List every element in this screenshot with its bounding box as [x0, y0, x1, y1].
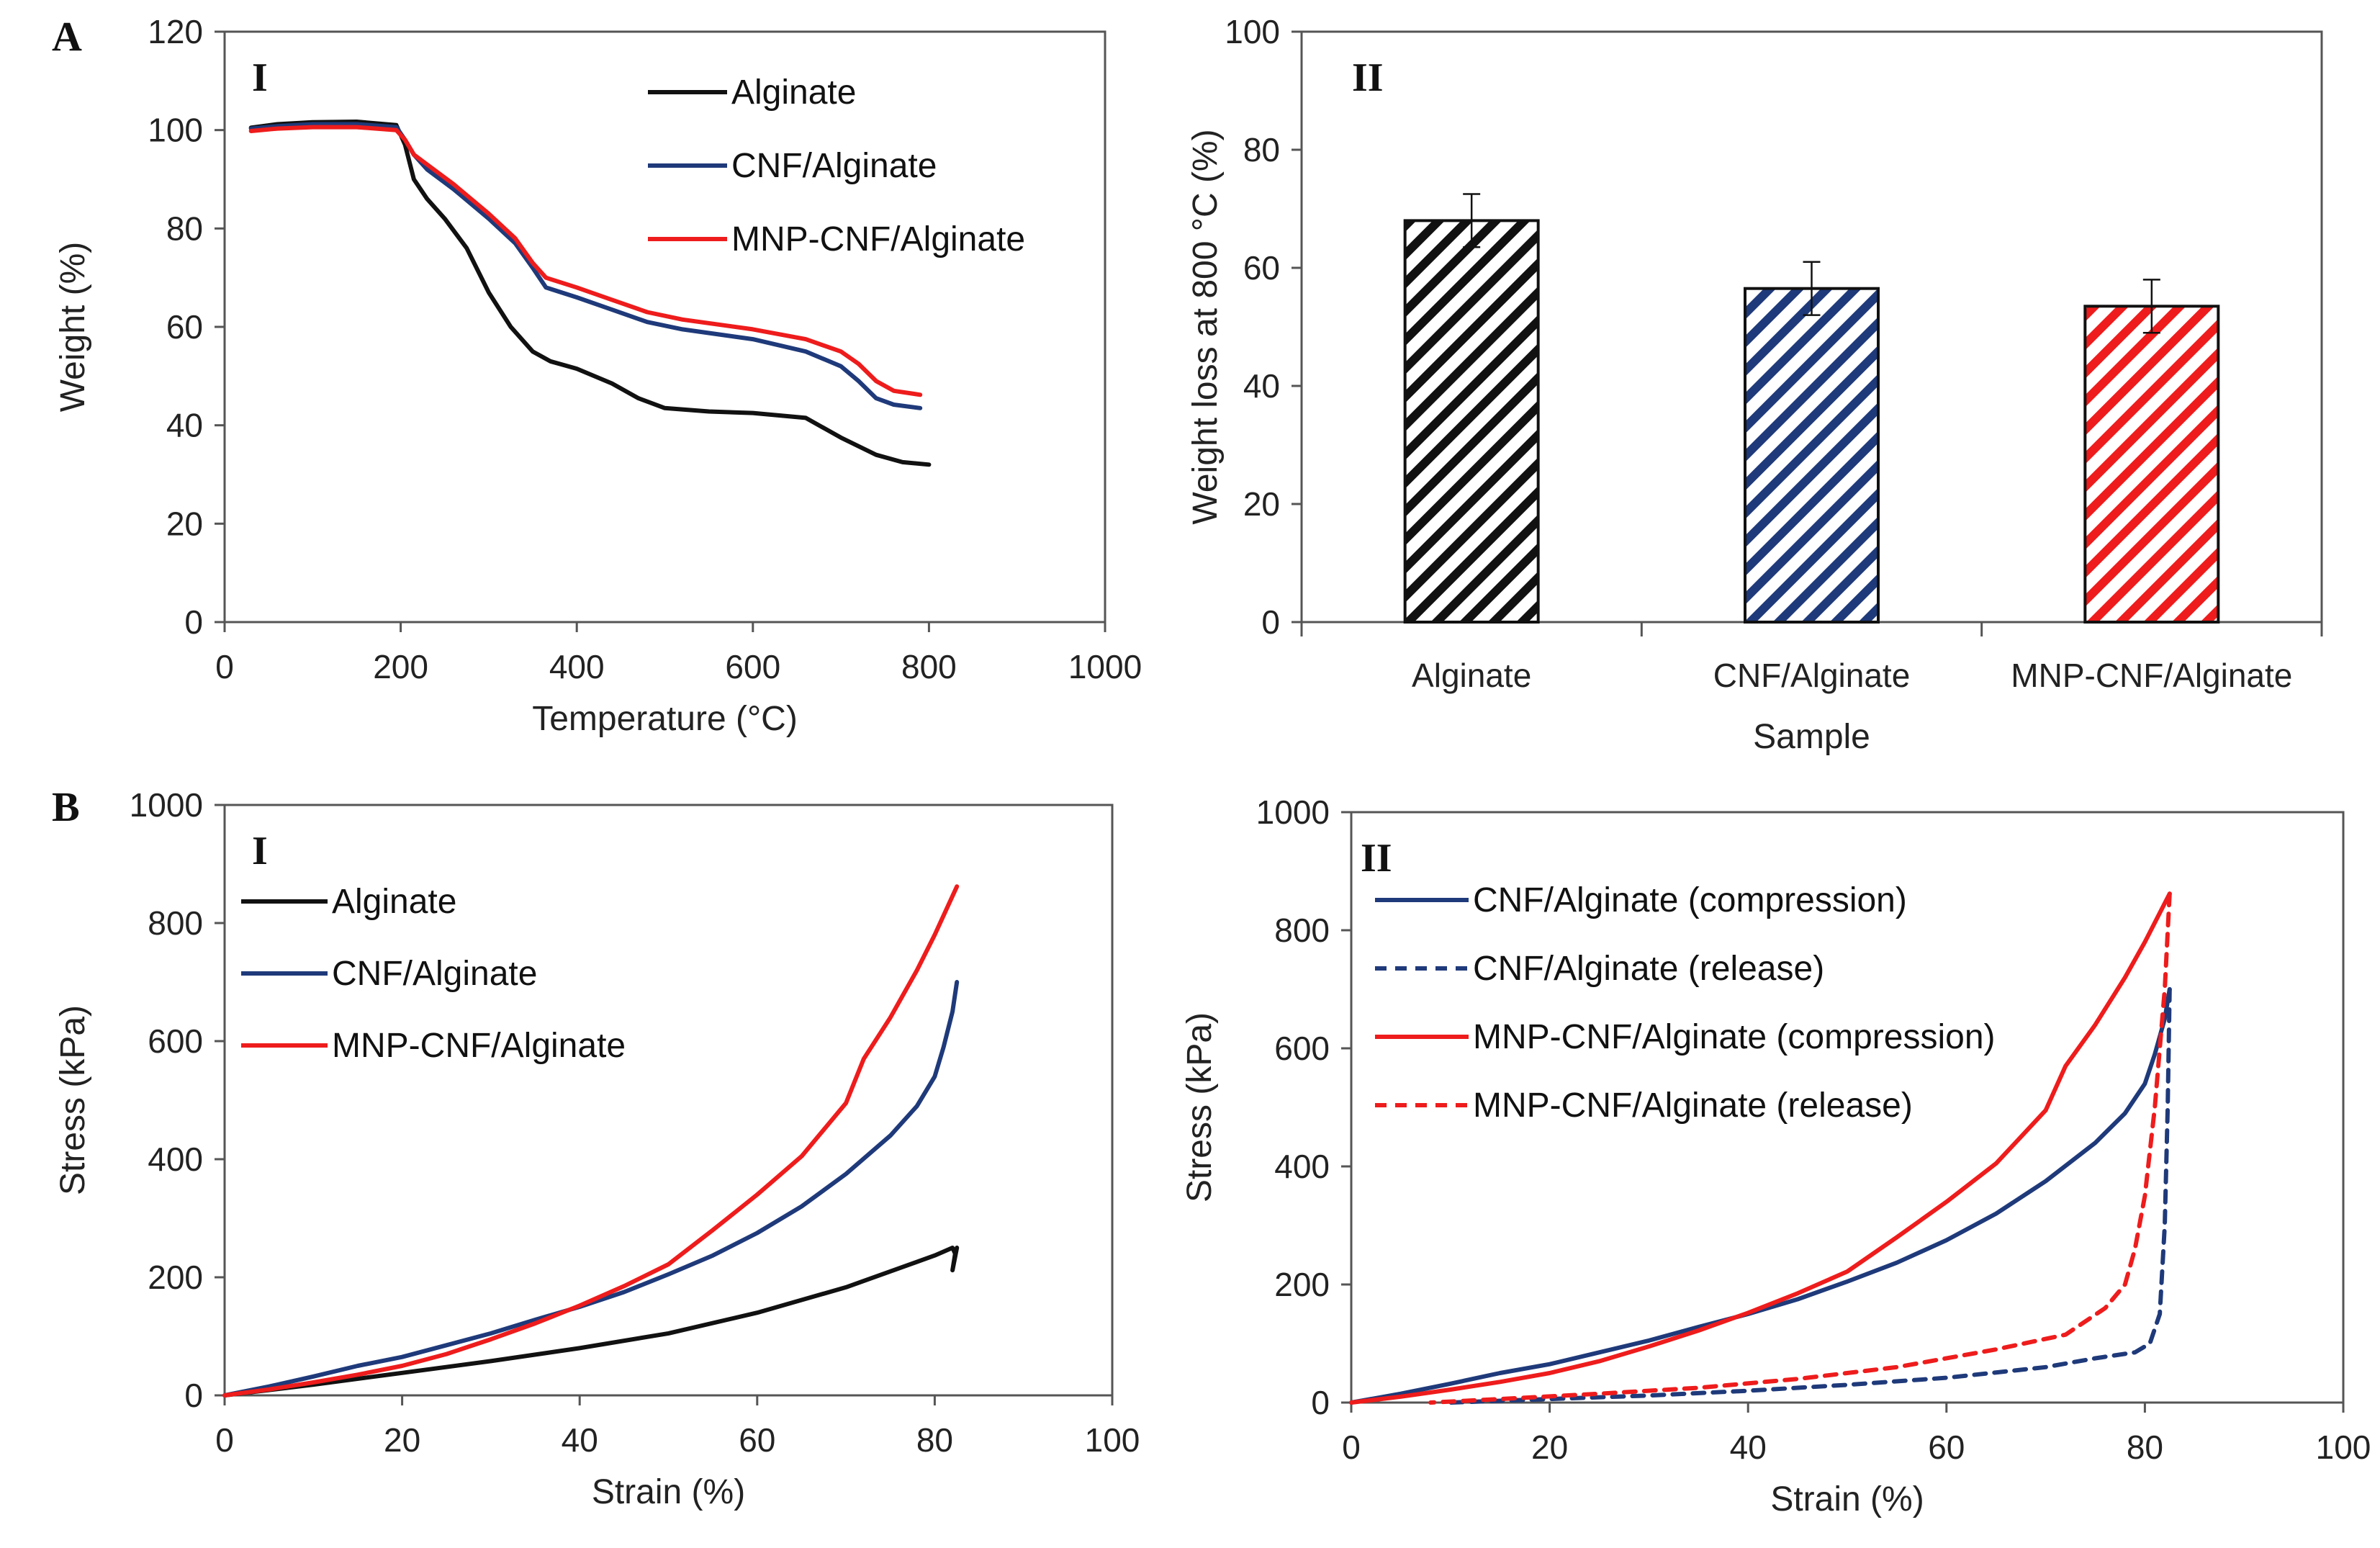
x-category-label: MNP-CNF/Alginate	[2011, 657, 2292, 694]
x-tick-label: 80	[916, 1421, 953, 1459]
bar-alginate	[1403, 219, 1540, 624]
legend-label: MNP-CNF/Alginate	[731, 220, 1025, 258]
x-tick-label: 0	[215, 1421, 234, 1459]
series-line-alginate	[222, 1246, 960, 1398]
legend-label: CNF/Alginate	[332, 955, 537, 993]
y-tick-label: 800	[1274, 912, 1330, 949]
y-tick-label: 100	[1225, 13, 1280, 50]
y-tick-label: 1000	[1256, 793, 1330, 831]
series-line-mnp-cnf-alginate	[248, 125, 923, 397]
x-tick-label: 100	[1085, 1421, 1140, 1459]
panel-roman-label: II	[1361, 836, 1392, 881]
x-tick-label: 0	[215, 648, 234, 685]
plot-frame	[223, 804, 1114, 1397]
y-tick-label: 60	[1243, 249, 1280, 287]
legend-label: CNF/Alginate (release)	[1473, 950, 1824, 988]
y-tick-label: 80	[1243, 131, 1280, 168]
y-axis-title: Weight loss at 800 °C (%)	[1186, 129, 1225, 524]
x-tick-label: 60	[739, 1421, 775, 1459]
x-tick-label: 1000	[1068, 648, 1142, 685]
x-tick-label: 400	[549, 648, 605, 685]
x-tick-label: 60	[1928, 1428, 1965, 1466]
series-line-cnf-alginate-compression-	[1349, 987, 2172, 1405]
x-tick-label: 200	[373, 648, 428, 685]
y-tick-label: 400	[148, 1140, 203, 1178]
weight-loss-bar-chart: II 0 20 40 60 80 100 Weight loss at 800 °C (%) A…	[1186, 13, 2323, 756]
x-axis-title: Strain (%)	[592, 1473, 745, 1511]
y-tick-label: 0	[1311, 1384, 1330, 1421]
panel-roman-label: I	[252, 55, 268, 100]
y-tick-label: 0	[1261, 603, 1280, 641]
bar-cnf-alginate	[1744, 287, 1880, 624]
series-line-cnf-alginate	[222, 980, 960, 1398]
x-axis-title: Temperature (°C)	[532, 700, 798, 738]
x-tick-label: 40	[562, 1421, 598, 1459]
x-tick-label: 80	[2127, 1428, 2163, 1466]
series-line-cnf-alginate-release-	[1448, 987, 2172, 1405]
y-tick-label: 600	[1274, 1030, 1330, 1067]
y-tick-label: 80	[166, 210, 203, 247]
y-tick-label: 200	[1274, 1266, 1330, 1303]
cyclic-compression-chart: II 0 200 400 600 800 1000 Stress (kPa) 0 20 40 60 80…	[1181, 793, 2371, 1518]
y-axis-title: Weight (%)	[54, 242, 92, 413]
legend-label: Alginate	[332, 883, 456, 921]
y-tick-label: 0	[184, 1377, 203, 1414]
x-category-label: CNF/Alginate	[1713, 657, 1911, 694]
y-tick-label: 1000	[130, 786, 203, 824]
panel-roman-label: I	[252, 829, 268, 873]
y-tick-label: 200	[148, 1259, 203, 1296]
y-axis-title: Stress (kPa)	[1181, 1012, 1219, 1202]
x-tick-label: 0	[1342, 1428, 1361, 1466]
series-line-cnf-alginate	[248, 122, 923, 410]
x-axis-title: Strain (%)	[1770, 1480, 1924, 1518]
panel-letter-a: A	[52, 13, 82, 60]
y-tick-label: 20	[1243, 485, 1280, 523]
bar-mnp-cnf-alginate	[2083, 305, 2220, 624]
stress-strain-chart: I 0 200 400 600 800 1000 Stress (kPa) 0 20 40 60 80 1…	[54, 786, 1140, 1511]
x-tick-label: 800	[901, 648, 957, 685]
series-line-mnp-cnf-alginate-compression-	[1349, 891, 2172, 1405]
legend-label: MNP-CNF/Alginate (release)	[1473, 1086, 1913, 1125]
legend-label: Alginate	[731, 73, 856, 112]
x-tick-label: 20	[384, 1421, 420, 1459]
y-tick-label: 60	[166, 308, 203, 346]
legend-label: CNF/Alginate (compression)	[1473, 881, 1907, 919]
plot-frame	[1350, 811, 2345, 1404]
y-tick-label: 600	[148, 1022, 203, 1060]
x-axis-title: Sample	[1753, 718, 1870, 756]
x-tick-label: 100	[2316, 1428, 2371, 1466]
x-tick-label: 40	[1730, 1428, 1767, 1466]
y-tick-label: 400	[1274, 1148, 1330, 1185]
legend-label: MNP-CNF/Alginate	[332, 1027, 626, 1065]
x-tick-label: 600	[725, 648, 780, 685]
y-tick-label: 40	[1243, 367, 1280, 405]
y-tick-label: 800	[148, 904, 203, 942]
y-tick-label: 0	[184, 603, 203, 641]
y-tick-label: 100	[148, 112, 203, 149]
tga-chart: I 0 20 40 60 80 100 120 Weight (%) 0 200 400 600 800 1…	[54, 13, 1142, 738]
panel-letter-b: B	[52, 783, 80, 830]
x-category-label: Alginate	[1412, 657, 1531, 694]
y-tick-label: 20	[166, 505, 203, 542]
legend-label: MNP-CNF/Alginate (compression)	[1473, 1018, 1996, 1056]
x-tick-label: 20	[1531, 1428, 1568, 1466]
y-tick-label: 40	[166, 407, 203, 444]
y-tick-label: 120	[148, 13, 203, 50]
series-line-mnp-cnf-alginate	[222, 884, 960, 1398]
y-axis-title: Stress (kPa)	[54, 1005, 92, 1195]
legend-label: CNF/Alginate	[731, 147, 937, 185]
panel-roman-label: II	[1352, 55, 1384, 100]
series-line-mnp-cnf-alginate-release-	[1428, 891, 2172, 1405]
